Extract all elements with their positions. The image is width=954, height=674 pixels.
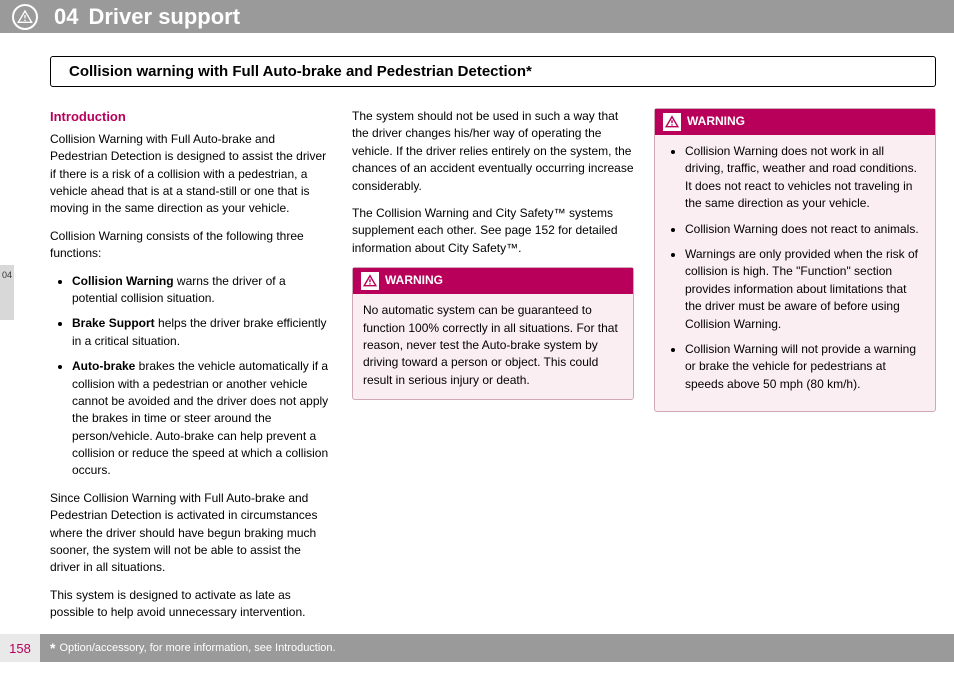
column-2: The system should not be used in such a … <box>352 108 634 622</box>
warning-body: Collision Warning does not work in all d… <box>655 135 935 411</box>
chapter-title: Driver support <box>88 4 240 30</box>
warning-box-2: WARNING Collision Warning does not work … <box>654 108 936 412</box>
warning-triangle-icon <box>12 4 38 30</box>
column-3: WARNING Collision Warning does not work … <box>654 108 936 622</box>
footnote-text: Option/accessory, for more information, … <box>59 642 335 654</box>
col2-p2: The Collision Warning and City Safety™ s… <box>352 205 634 257</box>
function-list: Collision Warning warns the driver of a … <box>50 273 332 480</box>
intro-heading: Introduction <box>50 108 332 127</box>
footnote: * Option/accessory, for more information… <box>40 634 954 662</box>
footnote-star: * <box>50 640 55 656</box>
list-item: Collision Warning does not react to anim… <box>685 221 925 238</box>
warning-label: WARNING <box>385 272 443 289</box>
list-item: Collision Warning warns the driver of a … <box>72 273 332 308</box>
chapter-header: 04 Driver support <box>0 0 954 33</box>
col2-p1: The system should not be used in such a … <box>352 108 634 195</box>
warning-label: WARNING <box>687 113 745 130</box>
warning-header: WARNING <box>655 109 935 135</box>
content-columns: Introduction Collision Warning with Full… <box>50 108 936 622</box>
list-item: Collision Warning does not work in all d… <box>685 143 925 213</box>
warning-triangle-icon <box>663 113 681 131</box>
list-item: Brake Support helps the driver brake eff… <box>72 315 332 350</box>
page-footer: 158 * Option/accessory, for more informa… <box>0 634 954 662</box>
warning-body: No automatic system can be guaranteed to… <box>353 294 633 399</box>
list-item: Warnings are only provided when the risk… <box>685 246 925 333</box>
intro-p1: Collision Warning with Full Auto-brake a… <box>50 131 332 218</box>
intro-p2: Collision Warning consists of the follow… <box>50 228 332 263</box>
warning-box-1: WARNING No automatic system can be guara… <box>352 267 634 400</box>
list-item: Collision Warning will not provide a war… <box>685 341 925 393</box>
side-tab-number: 04 <box>2 270 12 280</box>
list-item: Auto-brake brakes the vehicle automatica… <box>72 358 332 480</box>
warning-header: WARNING <box>353 268 633 294</box>
warning-triangle-icon <box>361 272 379 290</box>
intro-p4: This system is designed to activate as l… <box>50 587 332 622</box>
intro-p3: Since Collision Warning with Full Auto-b… <box>50 490 332 577</box>
chapter-number: 04 <box>54 4 78 30</box>
page-number: 158 <box>0 634 40 662</box>
section-title: Collision warning with Full Auto-brake a… <box>50 56 936 87</box>
column-1: Introduction Collision Warning with Full… <box>50 108 332 622</box>
